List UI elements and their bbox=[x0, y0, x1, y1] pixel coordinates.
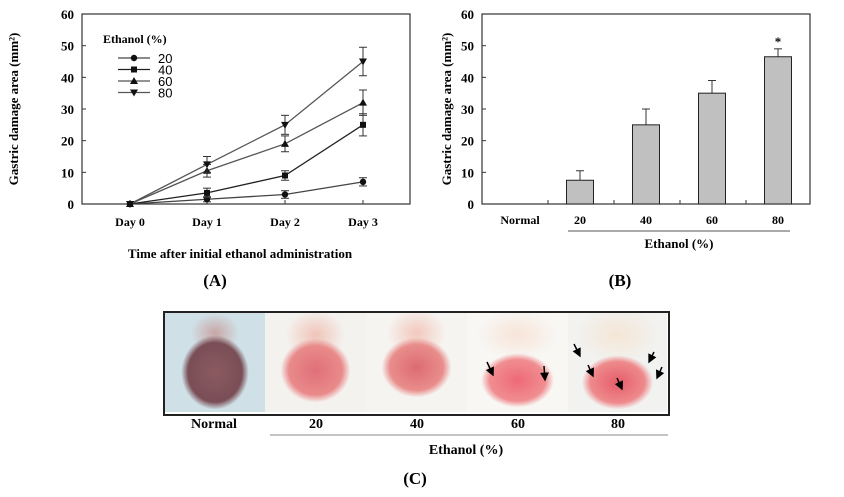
legend-label-40: 40 bbox=[158, 63, 172, 78]
photo-label: 60 bbox=[511, 417, 525, 432]
x-tick-label-b: 40 bbox=[640, 213, 652, 227]
significance-marker: * bbox=[775, 34, 782, 49]
data-point-40 bbox=[204, 189, 210, 196]
x-tick-label-b: 80 bbox=[772, 213, 784, 227]
y-tick-label-a: 0 bbox=[68, 197, 75, 212]
y-axis-label-b: Gastric damage area (mm²) bbox=[439, 33, 454, 186]
y-tick-label-b: 10 bbox=[461, 165, 474, 180]
legend-label-20: 20 bbox=[158, 51, 172, 66]
series-line-60 bbox=[129, 102, 364, 205]
y-tick-label-a: 20 bbox=[61, 134, 74, 149]
bar-80 bbox=[764, 56, 792, 205]
stomach-photo-normal bbox=[165, 313, 265, 412]
y-tick-label-b: 0 bbox=[468, 197, 475, 212]
y-tick-label-a: 60 bbox=[61, 7, 74, 22]
data-point-80 bbox=[126, 201, 134, 208]
legend-marker-40 bbox=[131, 66, 137, 73]
data-point-40 bbox=[282, 172, 288, 179]
x-axis-label-b: Ethanol (%) bbox=[645, 236, 714, 251]
y-tick-label-b: 30 bbox=[461, 102, 474, 117]
legend-label-60: 60 bbox=[158, 74, 172, 89]
stomach-photo-20 bbox=[265, 313, 366, 412]
x-tick-label-a: Day 3 bbox=[348, 215, 378, 229]
bar-40 bbox=[632, 124, 660, 205]
legend-marker-20 bbox=[130, 54, 138, 62]
data-point-80 bbox=[359, 58, 367, 66]
y-axis-label-a: Gastric damage area (mm²) bbox=[6, 33, 21, 186]
series-40 bbox=[127, 113, 367, 207]
y-tick-label-a: 10 bbox=[61, 165, 74, 180]
line-chart-a: Gastric damage area (mm²) Time after ini… bbox=[6, 7, 411, 290]
stomach-photo-80 bbox=[568, 313, 667, 412]
y-tick-label-b: 40 bbox=[461, 70, 474, 85]
series-line-40 bbox=[129, 124, 364, 205]
x-tick-label-b: Normal bbox=[500, 213, 540, 227]
panel-label-b: (B) bbox=[609, 271, 632, 290]
data-point-80 bbox=[203, 161, 211, 169]
x-tick-label-a: Day 0 bbox=[115, 215, 145, 229]
panel-label-c: (C) bbox=[403, 469, 427, 488]
panel-label-a: (A) bbox=[203, 271, 227, 290]
y-tick-label-a: 50 bbox=[61, 39, 74, 54]
series-60 bbox=[126, 89, 367, 207]
bar-chart-b: Gastric damage area (mm²) Ethanol (%) (B… bbox=[439, 7, 811, 290]
y-tick-label-b: 60 bbox=[461, 7, 474, 22]
legend-title: Ethanol (%) bbox=[103, 32, 167, 46]
photo-label: 20 bbox=[309, 417, 323, 432]
photo-label: 40 bbox=[410, 417, 424, 432]
data-point-60 bbox=[281, 139, 289, 147]
y-tick-label-a: 30 bbox=[61, 102, 74, 117]
series-line-80 bbox=[129, 60, 364, 205]
bar-20 bbox=[566, 179, 594, 205]
photo-group-label: Ethanol (%) bbox=[429, 443, 504, 458]
bar-60 bbox=[698, 92, 726, 205]
y-tick-label-b: 20 bbox=[461, 134, 474, 149]
photo-strip-frame bbox=[163, 311, 670, 416]
series-80 bbox=[126, 46, 367, 208]
y-tick-label-b: 50 bbox=[461, 39, 474, 54]
photo-label: 80 bbox=[611, 417, 625, 432]
photo-labels: Normal 20 40 60 80 bbox=[191, 417, 625, 432]
legend-marker-80 bbox=[130, 89, 138, 97]
data-point-20 bbox=[359, 178, 367, 186]
stomach-photo-60 bbox=[467, 313, 568, 412]
data-point-60 bbox=[359, 98, 367, 106]
x-axis-label-a: Time after initial ethanol administratio… bbox=[128, 246, 353, 261]
data-point-20 bbox=[281, 191, 289, 198]
data-point-80 bbox=[281, 121, 289, 129]
series-line-20 bbox=[129, 181, 364, 205]
stomach-photo-40 bbox=[366, 313, 467, 412]
series-20 bbox=[126, 177, 367, 208]
x-tick-label-b: 60 bbox=[706, 213, 718, 227]
photo-label: Normal bbox=[191, 417, 237, 432]
x-tick-label-a: Day 1 bbox=[192, 215, 222, 229]
data-point-40 bbox=[360, 121, 366, 128]
x-tick-label-b: 20 bbox=[574, 213, 586, 227]
x-tick-label-a: Day 2 bbox=[270, 215, 300, 229]
charts-canvas: Gastric damage area (mm²) Time after ini… bbox=[6, 7, 811, 290]
legend-label-80: 80 bbox=[158, 86, 172, 101]
y-tick-label-a: 40 bbox=[61, 70, 74, 85]
legend-marker-60 bbox=[130, 77, 138, 84]
